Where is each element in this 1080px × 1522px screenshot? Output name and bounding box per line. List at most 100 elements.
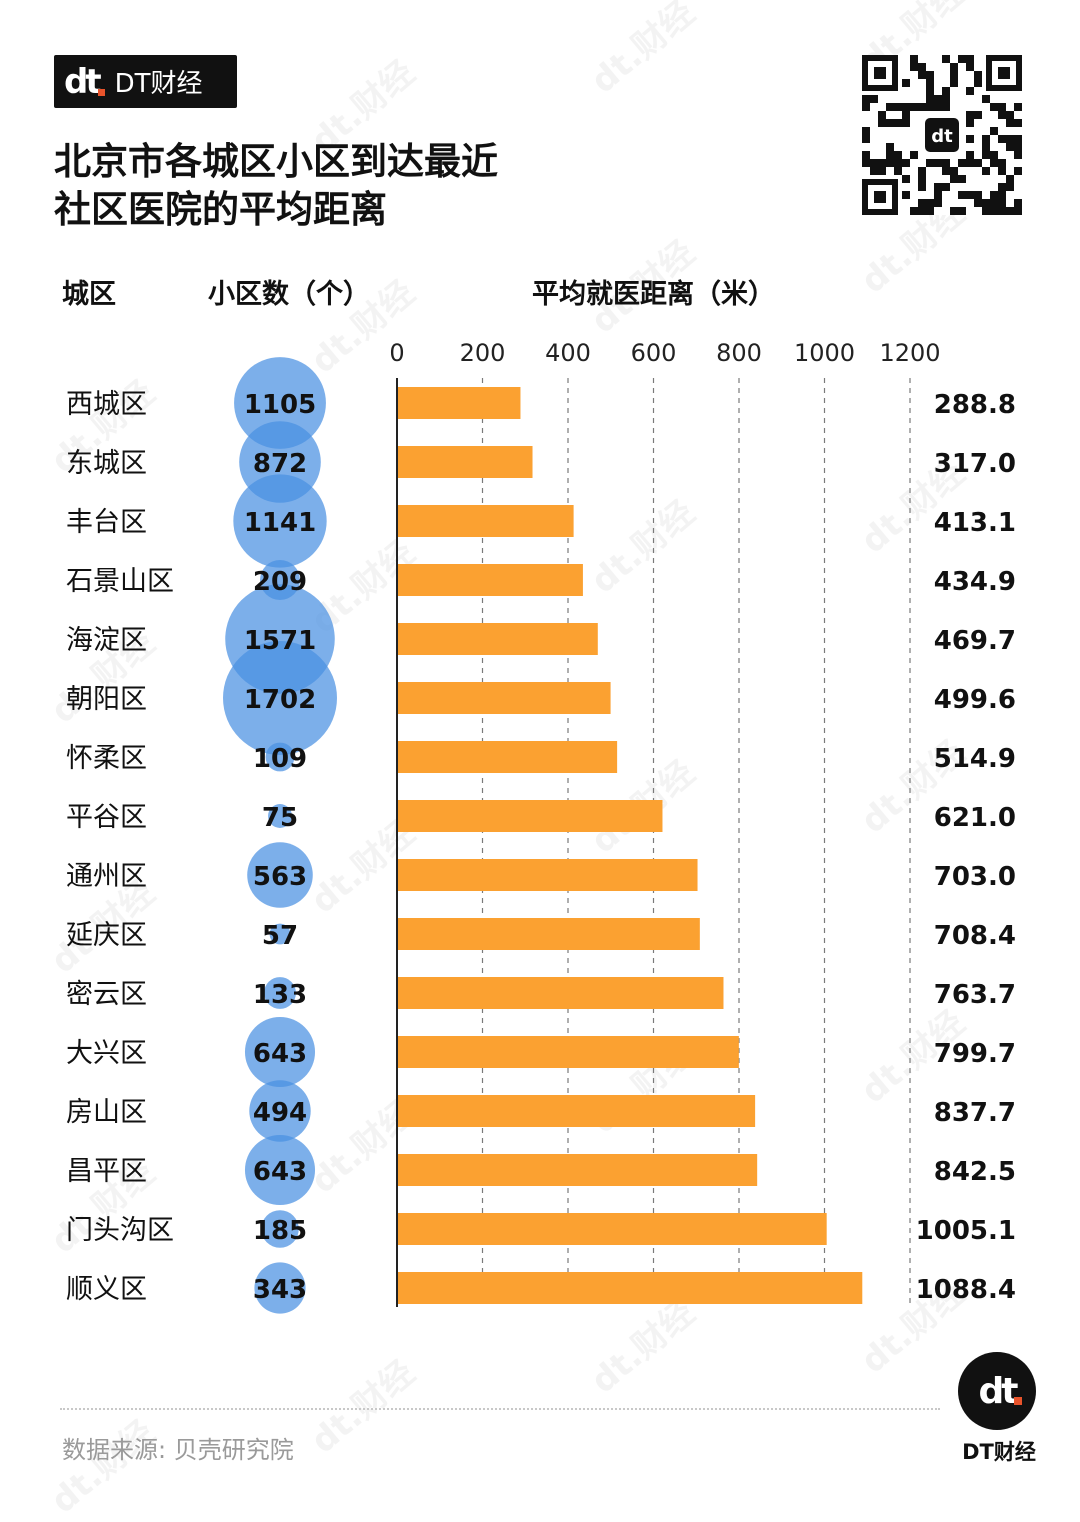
distance-value-label: 514.9	[934, 744, 1016, 774]
district-label: 海淀区	[66, 625, 147, 656]
count-bubble	[264, 977, 296, 1009]
distance-bar	[397, 918, 700, 950]
count-bubble	[244, 1016, 316, 1088]
count-label: 133	[253, 980, 307, 1010]
distance-value-label: 317.0	[934, 449, 1016, 479]
district-label: 门头沟区	[66, 1215, 174, 1246]
qr-code-icon: dt	[862, 55, 1022, 215]
footer-logo-icon: dt	[958, 1352, 1036, 1430]
qr-center-mark: dt	[931, 126, 953, 147]
count-bubble	[233, 474, 327, 568]
count-label: 343	[253, 1275, 307, 1305]
count-label: 643	[253, 1039, 307, 1069]
distance-value-label: 621.0	[934, 803, 1016, 833]
distance-value-label: 703.0	[934, 862, 1016, 892]
district-label: 西城区	[66, 389, 147, 420]
count-label: 1702	[244, 685, 316, 715]
count-label: 1141	[244, 508, 316, 538]
distance-bar	[397, 1036, 739, 1068]
header-distance: 平均就医距离（米）	[532, 279, 775, 310]
x-tick-label: 1200	[879, 339, 940, 367]
count-bubble	[261, 1210, 299, 1248]
x-tick-label: 800	[716, 339, 762, 367]
count-label: 1571	[244, 626, 316, 656]
distance-value-label: 837.7	[934, 1098, 1016, 1128]
count-label: 643	[253, 1157, 307, 1187]
count-label: 57	[262, 921, 298, 951]
district-label: 通州区	[66, 861, 147, 892]
distance-bar	[397, 859, 698, 891]
distance-value-label: 469.7	[934, 626, 1016, 656]
district-label: 延庆区	[66, 920, 147, 951]
count-bubble	[265, 742, 295, 772]
distance-value-label: 1005.1	[916, 1216, 1016, 1246]
footer-divider	[60, 1408, 940, 1410]
distance-value-label: 842.5	[934, 1157, 1016, 1187]
count-bubble	[269, 923, 291, 945]
count-bubble	[244, 1134, 316, 1206]
count-label: 1105	[244, 390, 316, 420]
count-label: 563	[253, 862, 307, 892]
distance-bar	[397, 977, 724, 1009]
count-bubble	[249, 1080, 311, 1142]
brand-badge: dt DT财经	[54, 55, 237, 108]
count-bubble	[254, 1262, 306, 1314]
distance-bar	[397, 741, 618, 773]
distance-value-label: 708.4	[934, 921, 1016, 951]
brand-name: DT财经	[114, 69, 203, 99]
distance-bar	[397, 1213, 827, 1245]
distance-bar	[397, 1272, 863, 1304]
distance-value-label: 1088.4	[916, 1275, 1016, 1305]
x-tick-label: 0	[389, 339, 404, 367]
x-tick-label: 1000	[794, 339, 855, 367]
count-bubble	[234, 357, 326, 449]
header-count: 小区数（个）	[208, 279, 370, 310]
count-bubble	[268, 804, 292, 828]
district-label: 昌平区	[66, 1156, 147, 1187]
distance-bar	[397, 387, 521, 419]
distance-value-label: 413.1	[934, 508, 1016, 538]
count-bubble	[247, 842, 313, 908]
count-label: 872	[253, 449, 307, 479]
distance-bar	[397, 564, 583, 596]
district-label: 平谷区	[66, 802, 147, 833]
distance-value-label: 799.7	[934, 1039, 1016, 1069]
header-district: 城区	[62, 279, 116, 310]
count-label: 185	[253, 1216, 307, 1246]
title-line-1: 北京市各城区小区到达最近	[54, 140, 498, 183]
distance-bar	[397, 505, 574, 537]
district-label: 密云区	[66, 979, 147, 1010]
distance-value-label: 499.6	[934, 685, 1016, 715]
chart-title: 北京市各城区小区到达最近 社区医院的平均距离	[54, 138, 654, 234]
data-source: 数据来源: 贝壳研究院	[62, 1436, 294, 1464]
district-label: 房山区	[66, 1097, 147, 1128]
district-label: 丰台区	[66, 507, 147, 538]
x-tick-label: 600	[631, 339, 677, 367]
title-line-2: 社区医院的平均距离	[54, 188, 387, 231]
distance-bar	[397, 1154, 758, 1186]
count-label: 494	[253, 1098, 307, 1128]
district-label: 大兴区	[66, 1038, 147, 1069]
district-label: 怀柔区	[66, 743, 147, 774]
distance-bar	[397, 682, 611, 714]
district-label: 朝阳区	[66, 684, 147, 715]
district-label: 石景山区	[66, 566, 174, 597]
count-bubble	[223, 641, 337, 755]
footer-logo-label: DT财经	[962, 1440, 1036, 1464]
x-tick-label: 200	[460, 339, 506, 367]
distance-value-label: 763.7	[934, 980, 1016, 1010]
count-label: 109	[253, 744, 307, 774]
district-label: 东城区	[66, 448, 147, 479]
distance-value-label: 434.9	[934, 567, 1016, 597]
chart-area: 0 200 400 600 800 1000 1200 西城区 1105 288.8 东城区 872 3…	[66, 339, 1016, 1314]
district-label: 顺义区	[66, 1274, 147, 1305]
x-tick-label: 400	[545, 339, 591, 367]
distance-value-label: 288.8	[934, 390, 1016, 420]
distance-bar	[397, 1095, 756, 1127]
dt-logo-icon: dt	[64, 62, 105, 102]
count-label: 75	[262, 803, 298, 833]
count-label: 209	[253, 567, 307, 597]
distance-bar	[397, 623, 598, 655]
distance-bar	[397, 446, 533, 478]
distance-bar	[397, 800, 663, 832]
